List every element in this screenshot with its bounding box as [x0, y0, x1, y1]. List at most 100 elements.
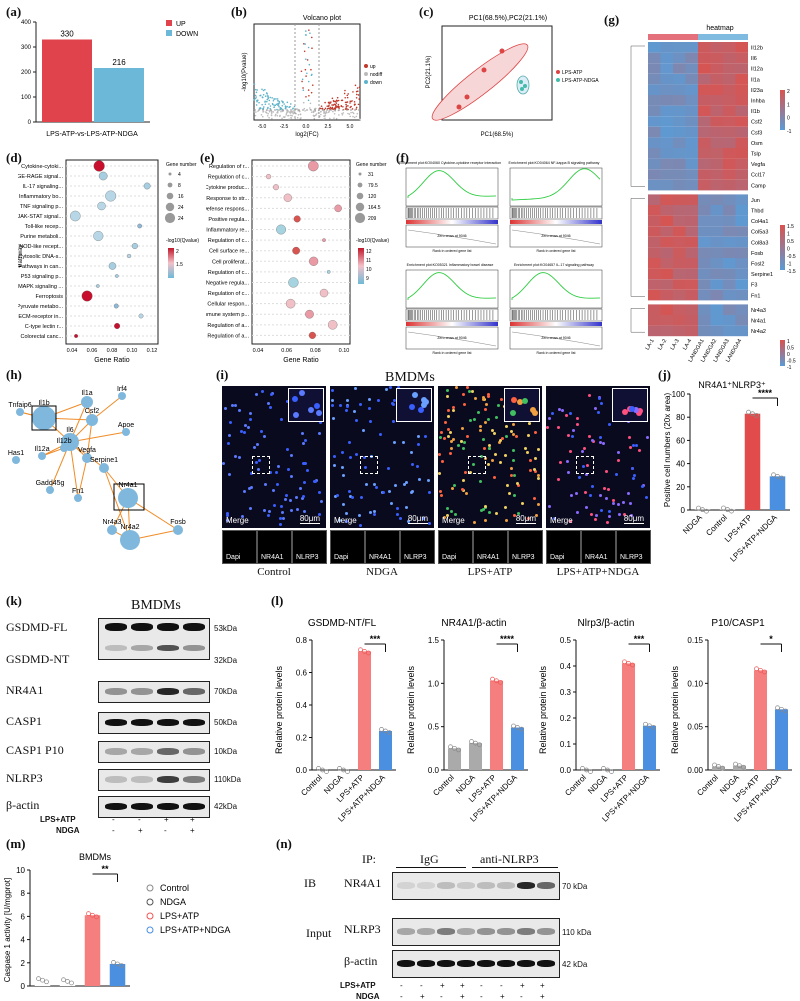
network-node [99, 463, 109, 473]
cell-dot [344, 511, 348, 515]
network-node-label: Csf2 [85, 408, 100, 415]
cell-dot [595, 514, 599, 518]
heatmap-gene-mid: Thbd [751, 209, 764, 215]
cell-dot [359, 403, 363, 407]
volcano-point [307, 99, 310, 102]
heatmap-cell [648, 279, 661, 290]
heatmap-cell [735, 226, 748, 237]
channel-label: NLRP3 [296, 554, 319, 561]
zoom-inset [504, 388, 540, 422]
cell-dot [576, 416, 580, 420]
replicate-dot [733, 761, 738, 767]
heatmap-cell [698, 158, 711, 170]
heatmap-cell [698, 215, 711, 227]
volcano-point [342, 105, 344, 108]
heatmap-cell [685, 194, 698, 205]
volcano-point [253, 99, 255, 101]
y-tick: 0.0 [296, 766, 308, 775]
cell-dot [440, 460, 444, 464]
heatmap-cell [723, 52, 736, 64]
heatmap-cell [723, 42, 736, 53]
network-node [118, 488, 138, 508]
volcano-point [320, 105, 323, 107]
network-node-label: Apoe [118, 422, 134, 429]
gsea-plots: Enrichment plot:KO04060 Cytokine-cytokin… [399, 161, 603, 355]
cell-dot [303, 509, 307, 513]
volcano-point [271, 97, 273, 99]
term-label: Cell proliferat... [212, 259, 249, 265]
volcano-point [260, 114, 263, 116]
ip-band [417, 882, 435, 889]
cell-dot [546, 425, 550, 429]
heatmap-cell [723, 194, 736, 205]
network-node-label: Il1b [38, 400, 49, 407]
cell-dot [417, 434, 421, 438]
cell-dot [465, 434, 469, 438]
pca-legend-2: LPS-ATP-NDGA [562, 78, 599, 84]
gene-ratio-tick: 0.08 [310, 348, 321, 354]
heatmap-cell [660, 179, 673, 191]
heatmap-cell [673, 268, 686, 280]
heatmap-cell [648, 236, 661, 248]
cell-dot [634, 444, 638, 448]
cell-dot [614, 473, 618, 477]
volcano-point [305, 95, 307, 98]
cell-dot [490, 429, 494, 433]
volcano-point [254, 97, 257, 100]
cell-dot [402, 440, 406, 444]
micro-panel[interactable]: Merge 80μm [546, 386, 650, 528]
cell-dot [504, 453, 508, 457]
heatmap-cell [698, 52, 711, 64]
chart-ylabel: Relative protein levels [406, 665, 416, 754]
significance: **** [500, 634, 515, 644]
channel-label: NLRP3 [620, 554, 643, 561]
zero-cross: Zero cross at 9046 [437, 336, 466, 340]
cell-dot [378, 432, 382, 436]
heatmap-cell [698, 325, 711, 337]
cell-dot [392, 402, 396, 406]
heatmap-cell [710, 236, 723, 248]
igg-label: IgG [420, 852, 439, 866]
replicate-dot [44, 979, 49, 985]
ip-row-label: β-actin [344, 954, 378, 968]
term-bubble [143, 182, 151, 190]
volcano-point [355, 106, 358, 109]
heatmap-gene-bot: Nr4a1 [751, 319, 766, 325]
micro-panel[interactable]: Merge 80μm [222, 386, 326, 528]
cell-dot [446, 434, 450, 438]
volcano-point [324, 101, 326, 104]
cell-dot [341, 450, 345, 454]
volcano-point [346, 96, 349, 99]
heatmap-sample: LA-3 [670, 338, 681, 351]
cell-dot [532, 468, 536, 472]
go-color-12: 12 [366, 249, 372, 255]
cell-dot [407, 519, 411, 523]
micro-panel[interactable]: Merge 80μm [330, 386, 434, 528]
cell-dot [451, 408, 455, 412]
cell-dot [264, 483, 268, 487]
cell-dot [505, 424, 509, 428]
cell-dot [258, 459, 262, 463]
y-tick: 0 [681, 506, 686, 515]
volcano-point [271, 103, 274, 106]
cell-dot [511, 432, 515, 436]
cell-dot [404, 505, 408, 509]
cell-dot [347, 440, 351, 444]
cell-dot [534, 513, 538, 517]
cell-dot [446, 395, 450, 399]
replicate-dot [448, 744, 453, 750]
volcano-point [310, 91, 313, 94]
heatmap-cell [660, 84, 673, 95]
ip-kda: 70 kDa [562, 882, 588, 891]
cell-dot [501, 437, 505, 441]
term-bubble [322, 238, 326, 242]
heatmap-gene-mid: Jun [751, 198, 760, 204]
term-label: Regulation of a... [207, 323, 249, 329]
y-tick: 0.15 [687, 636, 703, 645]
volcano-point [257, 99, 259, 102]
volcano-point [306, 72, 308, 75]
wb-lps-sign: + [164, 815, 169, 824]
micro-panel[interactable]: Merge 80μm [438, 386, 542, 528]
volcano-point [352, 115, 354, 118]
bar [34, 980, 51, 986]
